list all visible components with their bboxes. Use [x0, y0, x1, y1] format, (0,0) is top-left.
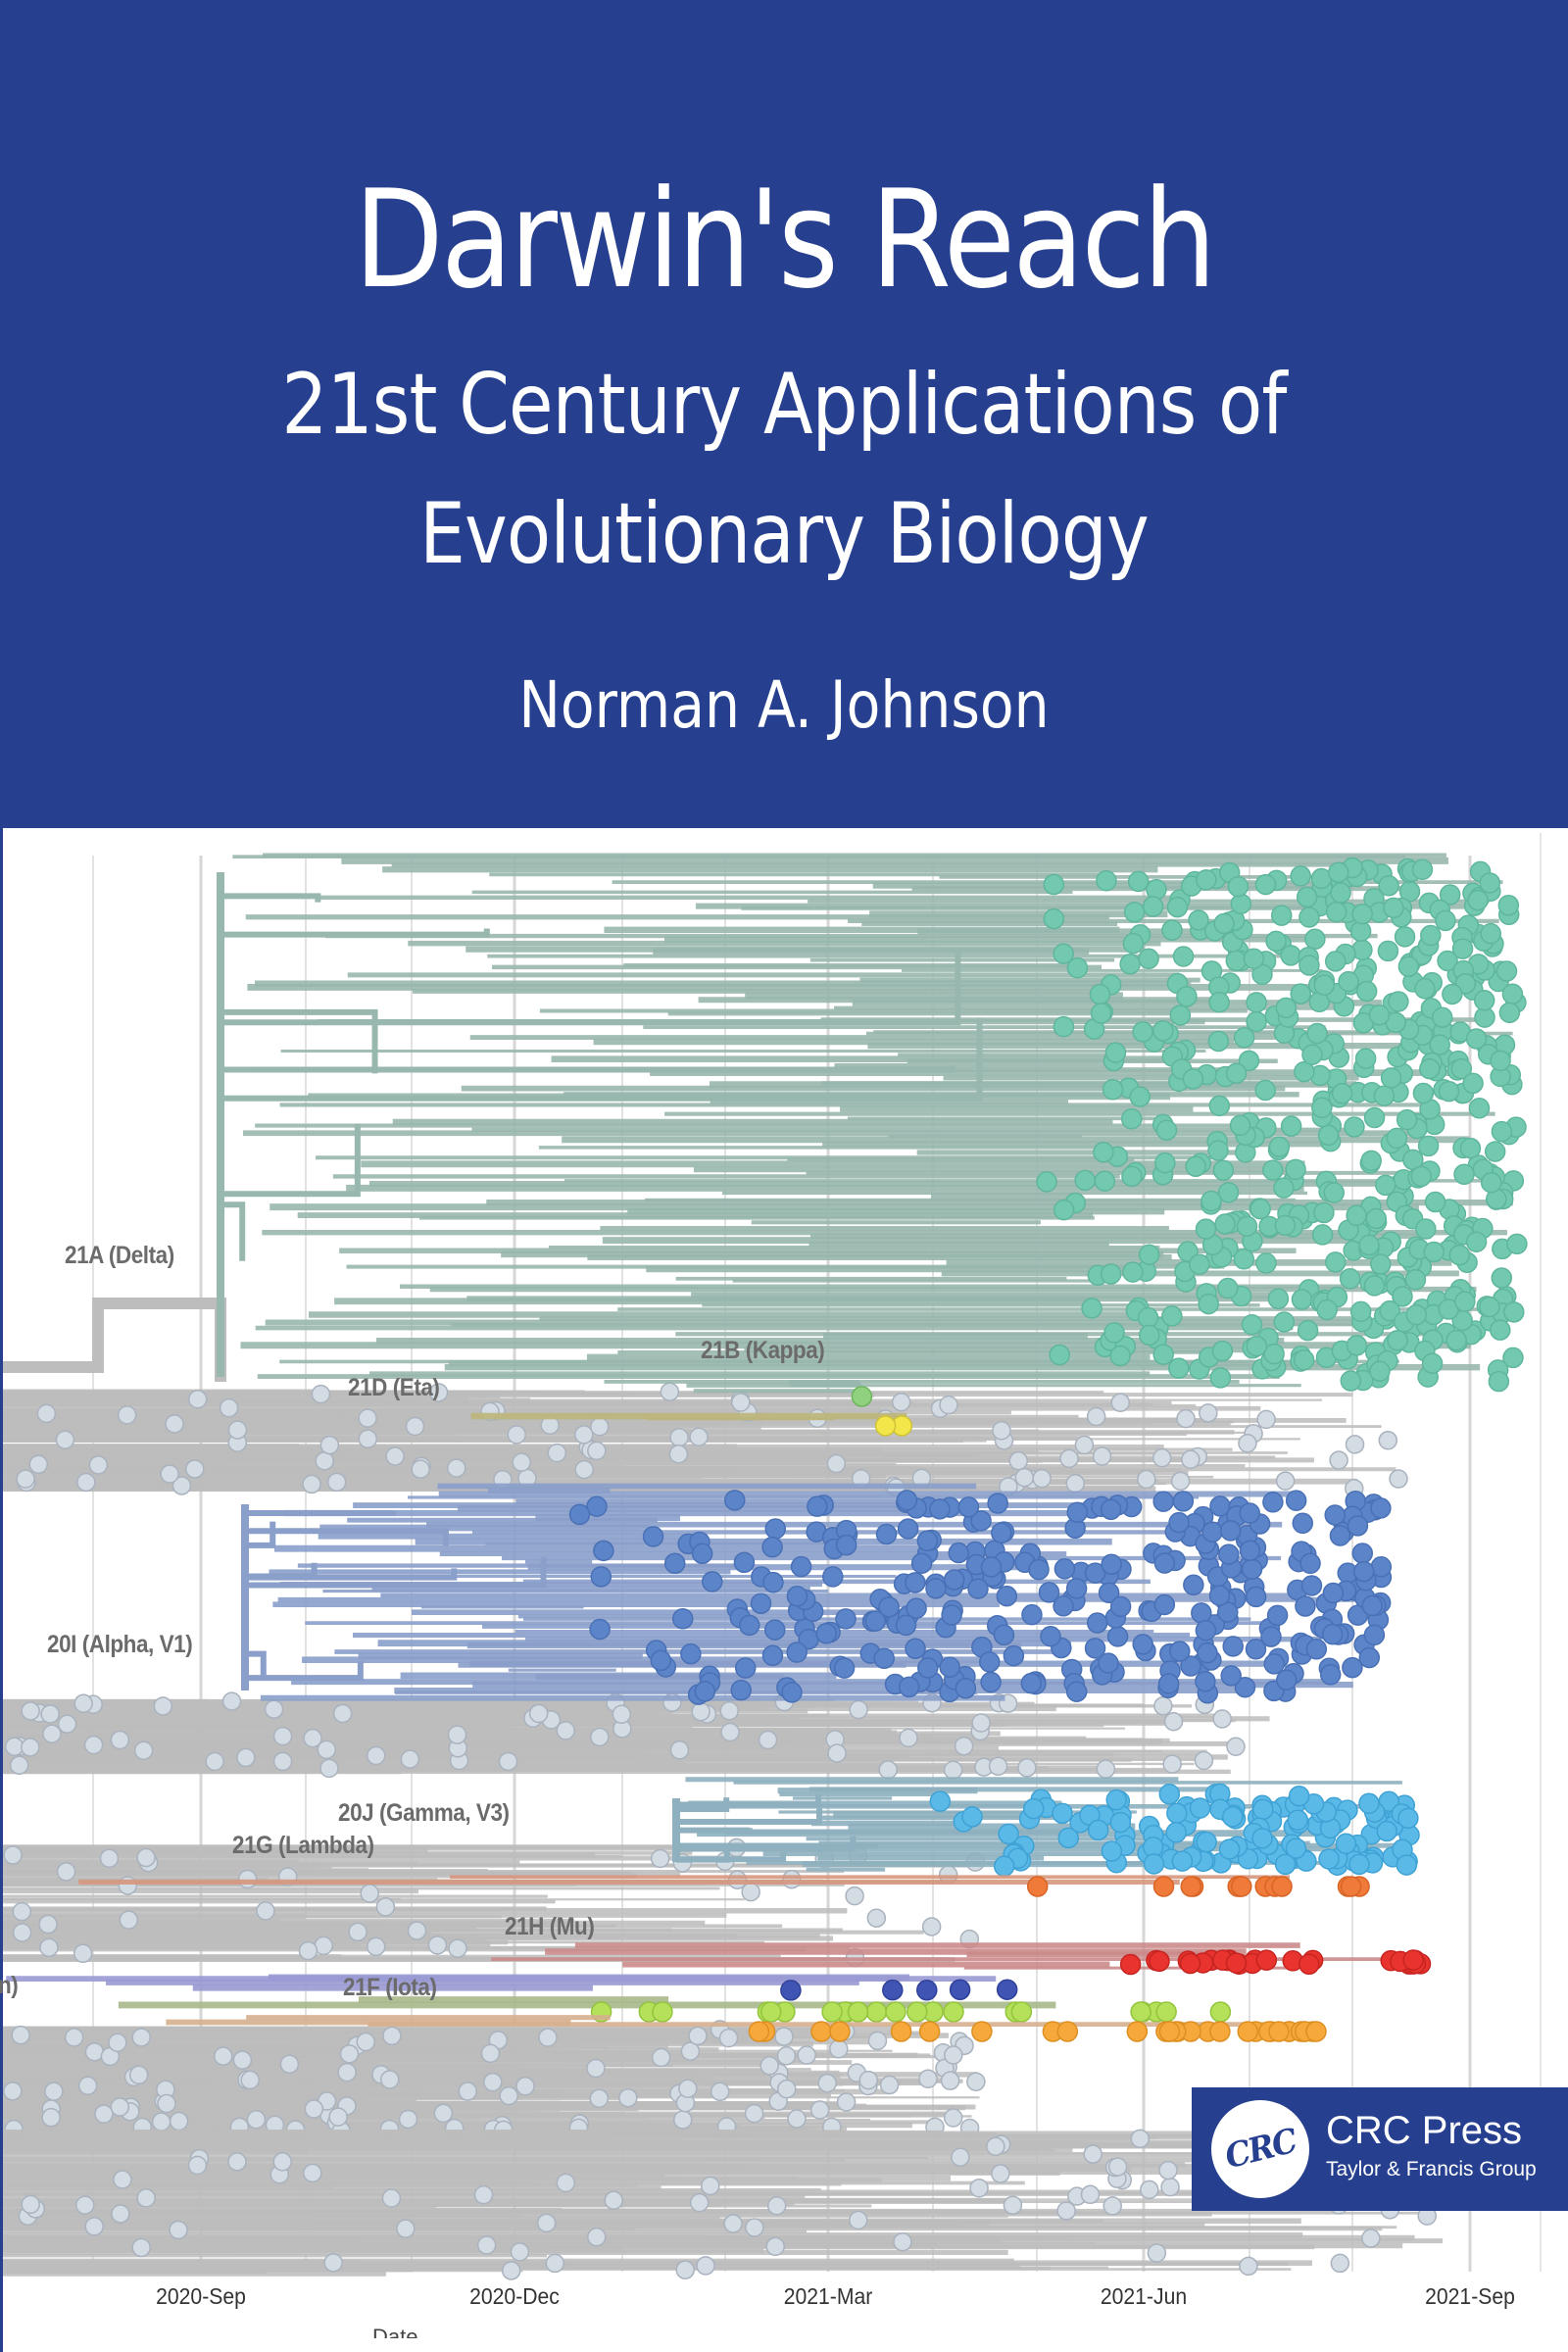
- x-tick-label: 2020-Sep: [156, 2283, 246, 2309]
- x-tick-label: 2020-Dec: [469, 2283, 560, 2309]
- cover-header: [0, 0, 1568, 828]
- phylogenetic-tree-svg: [3, 833, 1542, 2280]
- clade-label: 20I (Alpha, V1): [47, 1631, 193, 1658]
- phylogenetic-tree-figure: [3, 828, 1568, 2352]
- clade-label: 20J (Gamma, V3): [338, 1799, 510, 1827]
- clade-label: 21F (Iota): [343, 1974, 437, 2001]
- book-title: Darwin's Reach: [354, 161, 1216, 318]
- clade-label-cut: n): [0, 1972, 19, 1999]
- clade-label: 21G (Lambda): [232, 1832, 374, 1859]
- publisher-tagline: Taylor & Francis Group: [1326, 2158, 1537, 2180]
- crc-logo-icon: CRC: [1211, 2100, 1309, 2198]
- clade-label: 21A (Delta): [65, 1242, 174, 1269]
- publisher-name: CRC Press: [1326, 2109, 1523, 2152]
- author-name: Norman A. Johnson: [518, 667, 1050, 743]
- left-border: [0, 828, 3, 2352]
- clade-label: 21D (Eta): [348, 1374, 440, 1401]
- x-axis-title: Date: [372, 2325, 418, 2338]
- clade-label: 21B (Kappa): [701, 1337, 825, 1364]
- publisher-badge: CRC CRC Press Taylor & Francis Group: [1192, 2087, 1568, 2211]
- x-tick-label: 2021-Sep: [1425, 2283, 1515, 2309]
- book-subtitle-line1: 21st Century Applications of: [281, 356, 1287, 454]
- crc-logo-text: CRC: [1220, 2121, 1300, 2178]
- clade-label: 21H (Mu): [505, 1913, 595, 1940]
- book-subtitle-line2: Evolutionary Biology: [419, 485, 1150, 583]
- x-tick-label: 2021-Mar: [783, 2283, 873, 2309]
- x-tick-label: 2021-Jun: [1100, 2283, 1188, 2309]
